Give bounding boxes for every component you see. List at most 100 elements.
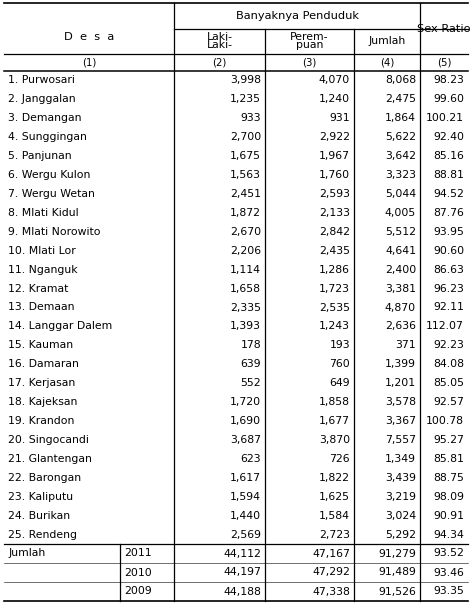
Text: 93.95: 93.95 xyxy=(433,227,464,237)
Text: 12. Kramat: 12. Kramat xyxy=(8,284,68,294)
Text: 90.91: 90.91 xyxy=(433,510,464,521)
Text: 98.09: 98.09 xyxy=(433,491,464,502)
Text: 7. Wergu Wetan: 7. Wergu Wetan xyxy=(8,189,95,199)
Text: 92.40: 92.40 xyxy=(433,132,464,143)
Text: 623: 623 xyxy=(240,454,261,464)
Text: 7,557: 7,557 xyxy=(385,435,416,445)
Text: 3,998: 3,998 xyxy=(230,76,261,85)
Text: 2010: 2010 xyxy=(124,568,152,577)
Text: 1. Purwosari: 1. Purwosari xyxy=(8,76,75,85)
Text: Perem-: Perem- xyxy=(290,32,329,43)
Text: 2,922: 2,922 xyxy=(319,132,350,143)
Text: 2,400: 2,400 xyxy=(385,265,416,275)
Text: 6. Wergu Kulon: 6. Wergu Kulon xyxy=(8,170,90,180)
Text: 85.05: 85.05 xyxy=(433,378,464,388)
Text: 178: 178 xyxy=(240,340,261,350)
Text: 25. Rendeng: 25. Rendeng xyxy=(8,530,77,540)
Text: 1,760: 1,760 xyxy=(319,170,350,180)
Text: 2,206: 2,206 xyxy=(230,246,261,256)
Text: 20. Singocandi: 20. Singocandi xyxy=(8,435,89,445)
Text: 3,219: 3,219 xyxy=(385,491,416,502)
Text: 2,475: 2,475 xyxy=(385,94,416,104)
Text: 1,235: 1,235 xyxy=(230,94,261,104)
Text: 92.57: 92.57 xyxy=(433,397,464,407)
Text: 1,349: 1,349 xyxy=(385,454,416,464)
Text: 5,622: 5,622 xyxy=(385,132,416,143)
Text: 2011: 2011 xyxy=(124,549,152,558)
Text: 91,279: 91,279 xyxy=(378,549,416,558)
Text: 2,593: 2,593 xyxy=(319,189,350,199)
Text: 92.11: 92.11 xyxy=(433,303,464,312)
Text: 44,188: 44,188 xyxy=(223,586,261,596)
Text: 85.81: 85.81 xyxy=(433,454,464,464)
Text: 14. Langgar Dalem: 14. Langgar Dalem xyxy=(8,322,112,331)
Text: 93.46: 93.46 xyxy=(433,568,464,577)
Text: 4,005: 4,005 xyxy=(385,208,416,218)
Text: 112.07: 112.07 xyxy=(426,322,464,331)
Text: Sex Ratio: Sex Ratio xyxy=(417,24,471,33)
Text: 4. Sunggingan: 4. Sunggingan xyxy=(8,132,87,143)
Text: 4,641: 4,641 xyxy=(385,246,416,256)
Text: 1,286: 1,286 xyxy=(319,265,350,275)
Text: 3,323: 3,323 xyxy=(385,170,416,180)
Text: 1,625: 1,625 xyxy=(319,491,350,502)
Text: 3,024: 3,024 xyxy=(385,510,416,521)
Text: 94.52: 94.52 xyxy=(433,189,464,199)
Text: (1): (1) xyxy=(82,57,96,68)
Text: 17. Kerjasan: 17. Kerjasan xyxy=(8,378,75,388)
Text: 3. Demangan: 3. Demangan xyxy=(8,113,82,123)
Text: 10. Mlati Lor: 10. Mlati Lor xyxy=(8,246,76,256)
Text: 1,723: 1,723 xyxy=(319,284,350,294)
Text: 1,967: 1,967 xyxy=(319,151,350,161)
Text: 3,642: 3,642 xyxy=(385,151,416,161)
Text: 931: 931 xyxy=(329,113,350,123)
Text: 99.60: 99.60 xyxy=(433,94,464,104)
Text: puan: puan xyxy=(296,41,323,51)
Text: 2,842: 2,842 xyxy=(319,227,350,237)
Text: 91,526: 91,526 xyxy=(378,586,416,596)
Text: 98.23: 98.23 xyxy=(433,76,464,85)
Text: 87.76: 87.76 xyxy=(433,208,464,218)
Text: 1,114: 1,114 xyxy=(230,265,261,275)
Text: 193: 193 xyxy=(329,340,350,350)
Text: 1,563: 1,563 xyxy=(230,170,261,180)
Text: 5,292: 5,292 xyxy=(385,530,416,540)
Text: 92.23: 92.23 xyxy=(433,340,464,350)
Text: 1,594: 1,594 xyxy=(230,491,261,502)
Text: 8. Mlati Kidul: 8. Mlati Kidul xyxy=(8,208,79,218)
Text: Banyaknya Penduduk: Banyaknya Penduduk xyxy=(236,11,359,21)
Text: 5,044: 5,044 xyxy=(385,189,416,199)
Text: 91,489: 91,489 xyxy=(378,568,416,577)
Text: 3,367: 3,367 xyxy=(385,416,416,426)
Text: 96.23: 96.23 xyxy=(433,284,464,294)
Text: 90.60: 90.60 xyxy=(433,246,464,256)
Text: 1,617: 1,617 xyxy=(230,473,261,483)
Text: Laki-: Laki- xyxy=(207,32,233,43)
Text: D  e  s  a: D e s a xyxy=(64,32,114,42)
Text: 4,870: 4,870 xyxy=(385,303,416,312)
Text: 2,451: 2,451 xyxy=(230,189,261,199)
Text: 5. Panjunan: 5. Panjunan xyxy=(8,151,72,161)
Text: 2,535: 2,535 xyxy=(319,303,350,312)
Text: 3,687: 3,687 xyxy=(230,435,261,445)
Text: (3): (3) xyxy=(302,57,317,68)
Text: 19. Krandon: 19. Krandon xyxy=(8,416,75,426)
Text: 88.75: 88.75 xyxy=(433,473,464,483)
Text: 47,338: 47,338 xyxy=(312,586,350,596)
Text: 1,720: 1,720 xyxy=(230,397,261,407)
Text: 649: 649 xyxy=(329,378,350,388)
Text: 44,197: 44,197 xyxy=(223,568,261,577)
Text: 1,675: 1,675 xyxy=(230,151,261,161)
Text: 16. Damaran: 16. Damaran xyxy=(8,359,79,369)
Text: 44,112: 44,112 xyxy=(223,549,261,558)
Text: 100.21: 100.21 xyxy=(426,113,464,123)
Text: 95.27: 95.27 xyxy=(433,435,464,445)
Text: 86.63: 86.63 xyxy=(433,265,464,275)
Text: 100.78: 100.78 xyxy=(426,416,464,426)
Text: 84.08: 84.08 xyxy=(433,359,464,369)
Text: 8,068: 8,068 xyxy=(385,76,416,85)
Text: 1,690: 1,690 xyxy=(230,416,261,426)
Text: 933: 933 xyxy=(240,113,261,123)
Text: 2,723: 2,723 xyxy=(319,530,350,540)
Text: 1,872: 1,872 xyxy=(230,208,261,218)
